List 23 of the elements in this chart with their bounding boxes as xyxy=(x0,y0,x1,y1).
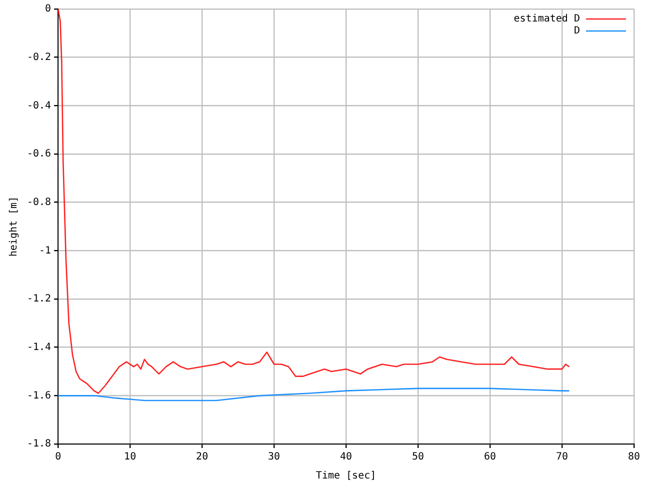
legend-label: estimated D xyxy=(514,14,580,25)
y-tick-label: -1.6 xyxy=(26,390,52,402)
y-tick-label: -1 xyxy=(39,245,52,256)
x-tick-label: 20 xyxy=(196,452,208,463)
y-tick-label: -0.8 xyxy=(26,196,52,208)
y-tick-label: 0 xyxy=(45,4,52,15)
x-tick-label: 60 xyxy=(484,452,496,463)
y-axis-title: height [m] xyxy=(8,196,20,257)
x-tick-label: 10 xyxy=(124,452,136,463)
y-tick-label: -0.2 xyxy=(26,52,52,63)
y-tick-label: -1.4 xyxy=(26,342,52,353)
x-tick-label: 70 xyxy=(556,452,568,463)
x-axis-title: Time [sec] xyxy=(316,470,376,482)
x-tick-label: 0 xyxy=(55,452,62,463)
x-tick-label: 50 xyxy=(412,452,424,463)
y-tick-label: -1.2 xyxy=(26,294,52,305)
x-tick-label: 80 xyxy=(628,452,640,463)
y-tick-label: -0.6 xyxy=(26,148,52,160)
legend-label: D xyxy=(574,26,580,37)
y-tick-label: -1.8 xyxy=(26,438,52,450)
x-tick-label: 30 xyxy=(268,452,280,463)
x-tick-label: 40 xyxy=(340,452,352,463)
y-tick-label: -0.4 xyxy=(26,100,52,112)
